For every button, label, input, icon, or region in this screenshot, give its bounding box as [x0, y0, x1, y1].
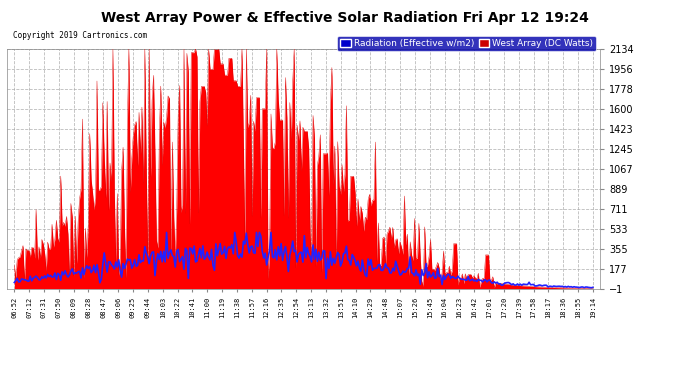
Legend: Radiation (Effective w/m2), West Array (DC Watts): Radiation (Effective w/m2), West Array (… [337, 36, 595, 51]
Text: Copyright 2019 Cartronics.com: Copyright 2019 Cartronics.com [13, 32, 147, 40]
Text: West Array Power & Effective Solar Radiation Fri Apr 12 19:24: West Array Power & Effective Solar Radia… [101, 11, 589, 25]
